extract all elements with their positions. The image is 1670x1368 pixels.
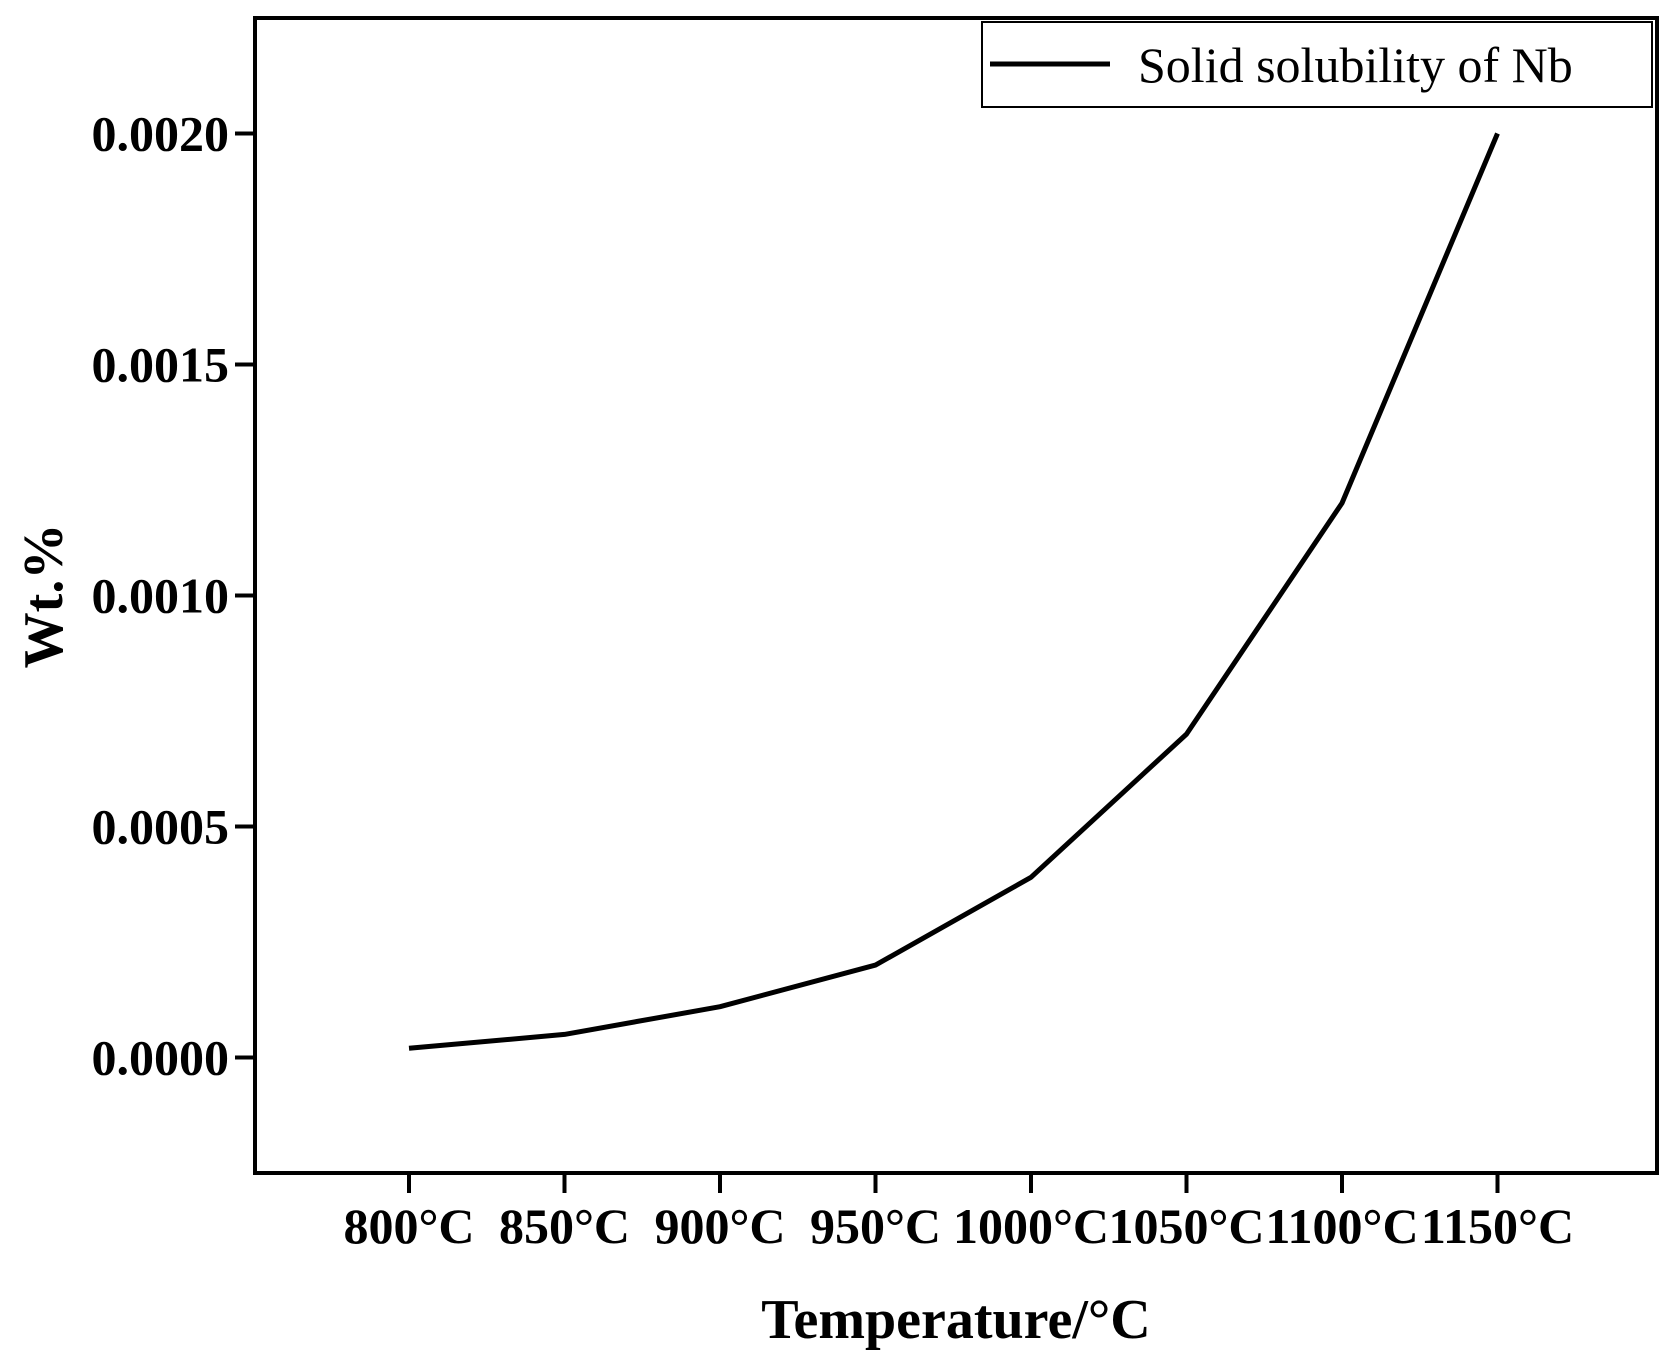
x-tick-label: 800°C	[343, 1198, 474, 1254]
y-tick-label: 0.0020	[92, 106, 230, 162]
y-tick-label: 0.0000	[92, 1030, 230, 1086]
y-tick-label: 0.0010	[92, 568, 230, 624]
y-tick-label: 0.0015	[92, 337, 230, 393]
legend: Solid solubility of Nb	[981, 21, 1653, 108]
x-tick-label: 1100°C	[1265, 1198, 1418, 1254]
x-tick-label: 1000°C	[953, 1198, 1109, 1254]
y-tick-label: 0.0005	[92, 799, 230, 855]
x-tick-label: 1150°C	[1421, 1198, 1574, 1254]
x-tick-label: 950°C	[810, 1198, 941, 1254]
x-axis-title: Temperature/°C	[761, 1289, 1150, 1351]
x-tick-label: 850°C	[499, 1198, 630, 1254]
x-tick-label: 1050°C	[1108, 1198, 1264, 1254]
series-line	[408, 132, 1500, 1051]
axes: 800°C 850°C 900°C 950°C 1000°C 1050°C 1100°C 11…	[92, 16, 1659, 1254]
legend-label: Solid solubility of Nb	[1138, 37, 1573, 93]
series-layer	[408, 132, 1500, 1051]
x-tick-label: 900°C	[654, 1198, 785, 1254]
y-axis-title: Wt.%	[13, 524, 75, 669]
